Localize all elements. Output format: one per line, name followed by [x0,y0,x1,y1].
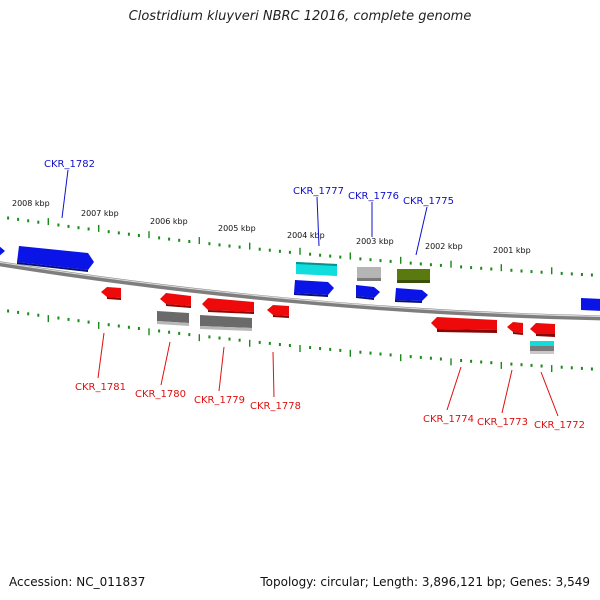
gene-ckr-1776-gray[interactable] [357,267,381,281]
kbp-label: 2005 kbp [218,224,256,233]
kbp-label: 2003 kbp [356,237,394,246]
gene-label-ckr-1781[interactable]: CKR_1781 [75,382,126,393]
leader-line [540,371,559,417]
gene-label-ckr-1779[interactable]: CKR_1779 [194,395,245,406]
leader-line [316,196,320,247]
leader-line [415,206,428,256]
leader-line [97,332,105,379]
gene-ckr-1772[interactable] [530,323,555,337]
gene-ckr-1775[interactable] [395,288,428,303]
gene-ckr-1776[interactable] [356,285,380,300]
gene-ckr-1781[interactable] [101,287,121,300]
gene-label-ckr-1772[interactable]: CKR_1772 [534,420,585,431]
kbp-label: 2001 kbp [493,246,531,255]
gene-ckr-1772-cyan[interactable] [530,341,554,354]
gene-label-ckr-1774[interactable]: CKR_1774 [423,414,474,425]
gene-label-ckr-1778[interactable]: CKR_1778 [250,401,301,412]
gene-ckr-1777-cyan[interactable] [296,262,337,276]
leader-line [218,346,225,392]
kbp-label: 2006 kbp [150,217,188,226]
gene-label-ckr-1782[interactable]: CKR_1782 [44,159,95,170]
gene-label-ckr-1775[interactable]: CKR_1775 [403,196,454,207]
gene-ckr-1778[interactable] [267,305,289,318]
gene-ckr-1780-gray[interactable] [157,311,189,326]
gene-ckr-1774[interactable] [431,317,497,333]
gene-ckr-1777[interactable] [294,280,334,297]
leader-line [501,369,513,414]
genome-backbone [0,261,600,321]
gene-ckr-1773[interactable] [507,322,523,335]
kbp-label: 2007 kbp [81,209,119,218]
leader-line [160,341,171,386]
kbp-label: 2008 kbp [12,199,50,208]
scale-ticks [7,216,593,373]
gene-ckr-1779[interactable] [202,298,254,314]
gene-ckr-1780[interactable] [160,293,191,308]
kbp-label: 2002 kbp [425,242,463,251]
map-title: Clostridium kluyveri NBRC 12016, complet… [128,9,472,24]
genome-summary-text: Topology: circular; Length: 3,896,121 bp… [260,575,590,589]
gene-forward-right-edge[interactable] [581,298,600,311]
gene-ckr-1782[interactable] [17,246,94,272]
leader-line [61,169,69,219]
leader-line [272,351,275,398]
gene-ckr-1775-olive[interactable] [397,269,430,283]
gene-forward-partial[interactable] [0,245,5,257]
leader-line [446,366,462,411]
kbp-label: 2004 kbp [287,231,325,240]
gene-label-ckr-1776[interactable]: CKR_1776 [348,191,399,202]
gene-label-ckr-1773[interactable]: CKR_1773 [477,417,528,428]
gene-ckr-1779-gray[interactable] [200,315,252,331]
gene-label-ckr-1777[interactable]: CKR_1777 [293,186,344,197]
gene-label-ckr-1780[interactable]: CKR_1780 [135,389,186,400]
accession-text: Accession: NC_011837 [9,575,146,589]
